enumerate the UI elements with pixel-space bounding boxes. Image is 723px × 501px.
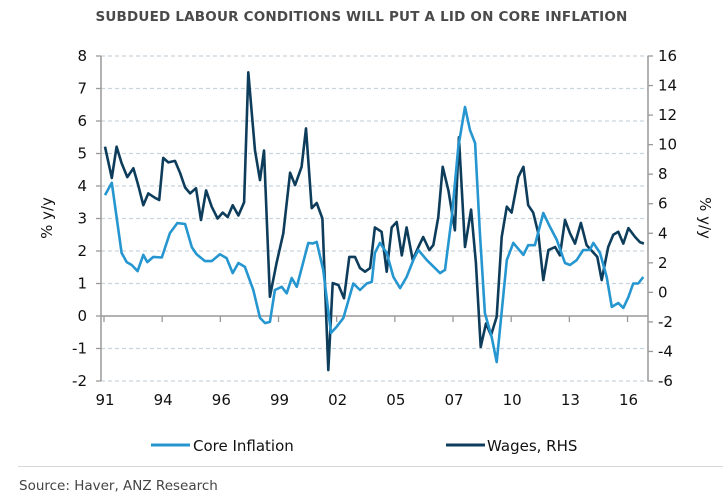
y2-tick-label: 0 <box>658 283 668 301</box>
y-tick-label: 2 <box>77 242 87 260</box>
x-tick-label: 99 <box>270 391 289 409</box>
chart-title: SUBDUED LABOUR CONDITIONS WILL PUT A LID… <box>95 9 628 25</box>
source-note: Source: Haver, ANZ Research <box>19 478 218 494</box>
y-tick-label: 1 <box>77 275 87 293</box>
x-tick-label: 07 <box>444 391 463 409</box>
x-tick-label: 05 <box>386 391 405 409</box>
y-axis-label-left: % y/y <box>38 197 56 239</box>
y2-tick-label: -4 <box>658 342 673 360</box>
divider <box>18 466 723 467</box>
axes <box>96 55 653 382</box>
legend: Core Inflation Wages, RHS <box>151 437 577 455</box>
y2-tick-label: 16 <box>658 47 677 65</box>
y-tick-label: 6 <box>77 112 87 130</box>
legend-label-core-inflation: Core Inflation <box>193 437 294 455</box>
y-tick-label: -2 <box>72 372 87 390</box>
gridlines <box>101 55 648 382</box>
y2-tick-label: 2 <box>658 254 668 272</box>
x-tick-label: 94 <box>154 391 173 409</box>
y2-tick-label: 8 <box>658 165 668 183</box>
x-tick-label: 96 <box>212 391 231 409</box>
x-tick-label: 16 <box>619 391 638 409</box>
y-tick-label: 5 <box>77 145 87 163</box>
y2-tick-label: 6 <box>658 195 668 213</box>
y2-tick-label: 14 <box>658 77 677 95</box>
x-tick-label: 13 <box>561 391 580 409</box>
y2-tick-label: -2 <box>658 313 673 331</box>
y2-tick-label: 12 <box>658 106 677 124</box>
x-tick-label: 91 <box>95 391 114 409</box>
y2-tick-label: -6 <box>658 372 673 390</box>
y-tick-label: 3 <box>77 210 87 228</box>
y-tick-label: 0 <box>77 307 87 325</box>
y-axis-label-right: % y/y <box>696 197 714 239</box>
y2-tick-label: 10 <box>658 136 677 154</box>
y2-tick-label: 4 <box>658 224 668 242</box>
series-line-core-inflation <box>103 105 645 364</box>
y-tick-label: -1 <box>72 340 87 358</box>
y-tick-label: 8 <box>77 47 87 65</box>
x-tick-label: 10 <box>503 391 522 409</box>
series-line-wages-rhs <box>103 71 645 372</box>
series-lines <box>103 71 645 372</box>
legend-label-wages: Wages, RHS <box>487 437 577 455</box>
y-tick-label: 7 <box>77 80 87 98</box>
y-tick-label: 4 <box>77 177 87 195</box>
x-tick-label: 02 <box>328 391 347 409</box>
